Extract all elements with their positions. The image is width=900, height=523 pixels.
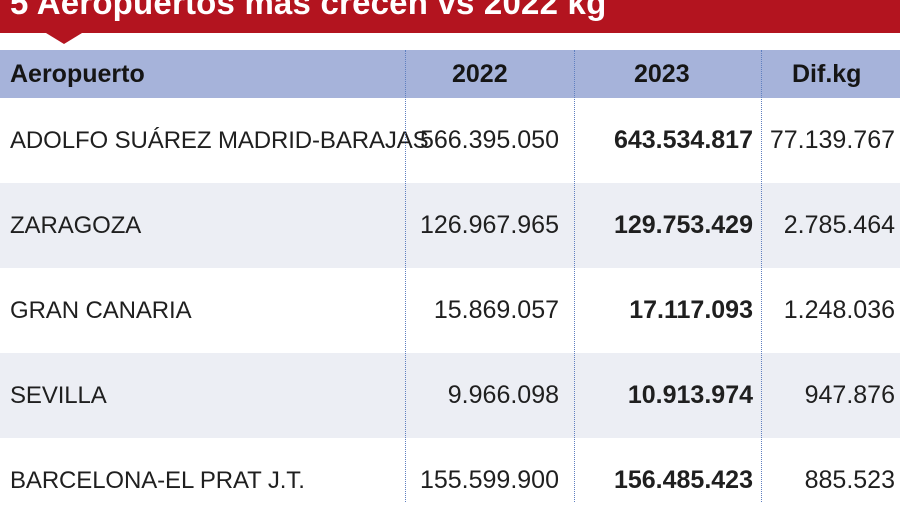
- cell-airport: SEVILLA: [10, 382, 107, 409]
- cell-2022: 566.395.050: [419, 126, 559, 154]
- cell-dif-kg: 2.785.464: [783, 211, 895, 239]
- cell-2023: 643.534.817: [613, 126, 753, 154]
- cell-2022: 155.599.900: [419, 466, 559, 494]
- cell-2023: 156.485.423: [613, 466, 753, 494]
- title-bar: 5 Aeropuertos más crecen vs 2022 kg: [0, 0, 900, 33]
- header-2023: 2023: [634, 60, 690, 88]
- header-dif-kg: Dif.kg: [792, 60, 862, 88]
- table-row: SEVILLA 9.966.098 10.913.974 947.876: [0, 353, 900, 438]
- cell-2022: 126.967.965: [419, 211, 559, 239]
- cell-airport: ADOLFO SUÁREZ MADRID-BARAJAS: [10, 127, 429, 154]
- column-divider: [405, 50, 406, 502]
- table-row: GRAN CANARIA 15.869.057 17.117.093 1.248…: [0, 268, 900, 353]
- header-aeropuerto: Aeropuerto: [10, 60, 145, 88]
- table-row: BARCELONA-EL PRAT J.T. 155.599.900 156.4…: [0, 438, 900, 523]
- cell-2022: 9.966.098: [447, 381, 559, 409]
- cell-2023: 129.753.429: [613, 211, 753, 239]
- cell-airport: BARCELONA-EL PRAT J.T.: [10, 467, 305, 494]
- cell-2023: 10.913.974: [627, 381, 753, 409]
- cell-airport: ZARAGOZA: [10, 212, 142, 239]
- title-notch: [46, 33, 82, 44]
- cell-airport: GRAN CANARIA: [10, 297, 192, 324]
- header-2022: 2022: [452, 60, 508, 88]
- table-body: ADOLFO SUÁREZ MADRID-BARAJAS 566.395.050…: [0, 98, 900, 523]
- cell-dif-kg: 885.523: [804, 466, 895, 494]
- column-divider: [761, 50, 762, 502]
- cell-dif-kg: 1.248.036: [783, 296, 895, 324]
- cell-2022: 15.869.057: [433, 296, 559, 324]
- cell-dif-kg: 947.876: [804, 381, 895, 409]
- column-divider: [574, 50, 575, 502]
- table-row: ADOLFO SUÁREZ MADRID-BARAJAS 566.395.050…: [0, 98, 900, 183]
- table-row: ZARAGOZA 126.967.965 129.753.429 2.785.4…: [0, 183, 900, 268]
- table-header: Aeropuerto 2022 2023 Dif.kg: [0, 50, 900, 98]
- page-title: 5 Aeropuertos más crecen vs 2022 kg: [10, 0, 607, 21]
- cell-dif-kg: 77.139.767: [769, 126, 895, 154]
- cell-2023: 17.117.093: [629, 296, 753, 324]
